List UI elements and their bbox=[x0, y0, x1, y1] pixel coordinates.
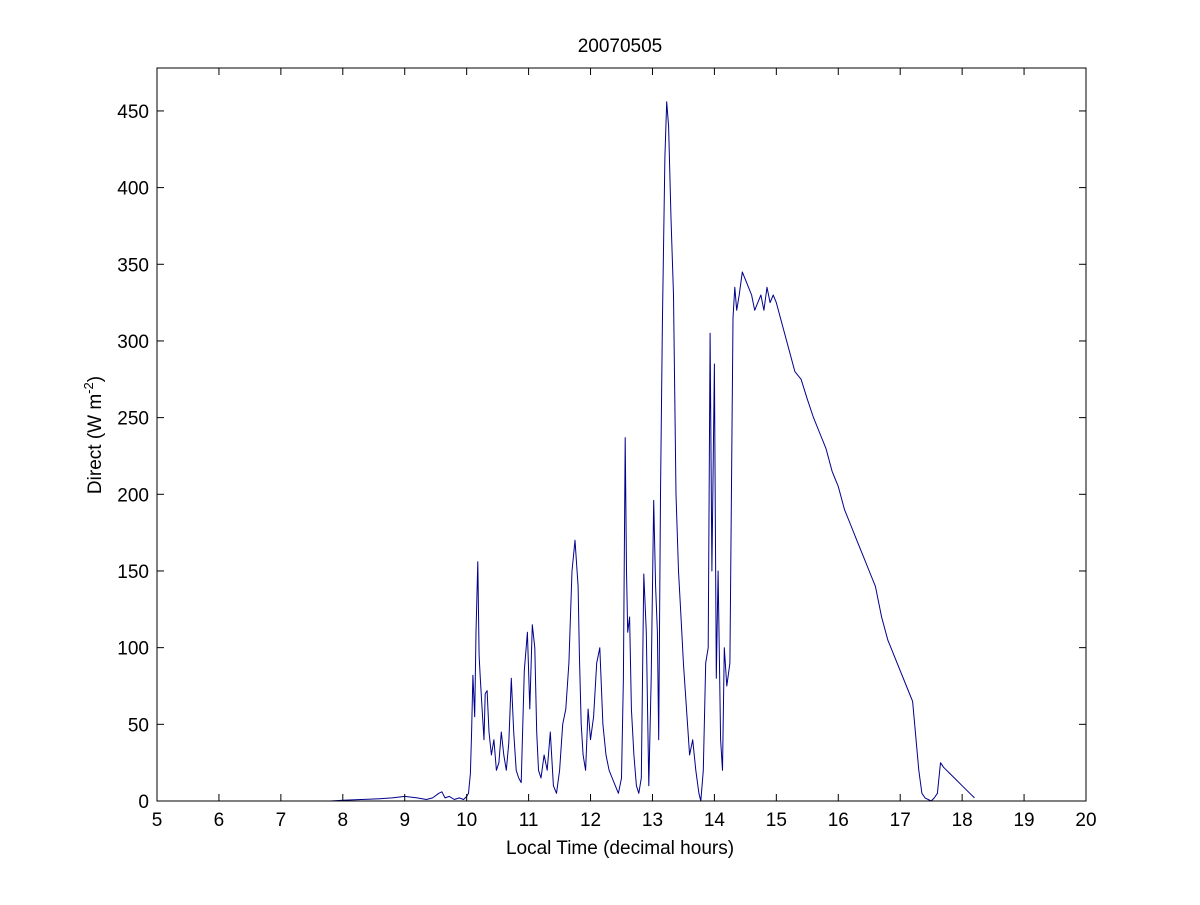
x-axis: 5 6 7 8 9 10 11 12 13 14 15 16 17 18 19 20 bbox=[152, 68, 1097, 831]
y-axis-label: Direct (W m-2) bbox=[81, 376, 106, 494]
series-line bbox=[200, 101, 975, 802]
x-tick-label: 9 bbox=[399, 810, 410, 831]
x-tick-label: 16 bbox=[828, 810, 849, 831]
x-tick-label: 13 bbox=[642, 810, 663, 831]
x-tick-label: 5 bbox=[152, 810, 163, 831]
y-tick-label: 450 bbox=[117, 102, 149, 123]
y-tick-label: 150 bbox=[117, 562, 149, 583]
x-tick-label: 12 bbox=[580, 810, 601, 831]
y-tick-label: 0 bbox=[138, 792, 149, 813]
y-axis-label-end: ) bbox=[85, 376, 106, 382]
x-tick-label: 8 bbox=[338, 810, 349, 831]
y-tick-label: 350 bbox=[117, 255, 149, 276]
y-axis-label-main: Direct (W m bbox=[85, 394, 106, 494]
x-tick-label: 18 bbox=[952, 810, 973, 831]
y-tick-label: 100 bbox=[117, 639, 149, 660]
x-tick-label: 6 bbox=[214, 810, 225, 831]
y-tick-label: 400 bbox=[117, 179, 149, 200]
x-tick-label: 14 bbox=[704, 810, 726, 831]
y-axis: 0 50 100 150 200 250 300 350 400 450 bbox=[117, 102, 1086, 813]
x-tick-label: 10 bbox=[456, 810, 477, 831]
chart-title: 20070505 bbox=[578, 36, 663, 57]
x-tick-label: 11 bbox=[519, 810, 539, 831]
x-tick-label: 20 bbox=[1075, 810, 1096, 831]
y-tick-label: 250 bbox=[117, 409, 149, 430]
y-tick-label: 300 bbox=[117, 332, 149, 353]
x-tick-label: 17 bbox=[890, 810, 911, 831]
x-tick-label: 15 bbox=[766, 810, 787, 831]
y-axis-label-superscript: -2 bbox=[81, 382, 96, 394]
axes-box bbox=[156, 67, 1087, 802]
y-tick-label: 50 bbox=[128, 715, 149, 736]
x-axis-label: Local Time (decimal hours) bbox=[506, 838, 734, 859]
y-tick-label: 200 bbox=[117, 485, 149, 506]
x-tick-label: 7 bbox=[276, 810, 287, 831]
plot-area bbox=[200, 101, 975, 802]
x-tick-label: 19 bbox=[1013, 810, 1034, 831]
